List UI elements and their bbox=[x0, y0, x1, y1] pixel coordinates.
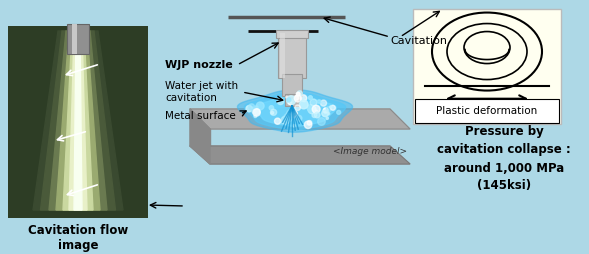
Text: Metal surface: Metal surface bbox=[165, 111, 236, 121]
Circle shape bbox=[307, 105, 315, 113]
Circle shape bbox=[323, 108, 328, 113]
Circle shape bbox=[312, 113, 317, 118]
Bar bbox=[67, 24, 89, 54]
Circle shape bbox=[281, 116, 289, 124]
Text: Water jet with
cavitation: Water jet with cavitation bbox=[165, 81, 238, 103]
Circle shape bbox=[323, 108, 328, 113]
Circle shape bbox=[330, 106, 332, 108]
Polygon shape bbox=[74, 31, 82, 210]
Bar bbox=[8, 26, 148, 218]
Circle shape bbox=[315, 112, 320, 118]
Circle shape bbox=[300, 95, 307, 102]
Circle shape bbox=[292, 112, 297, 118]
Polygon shape bbox=[33, 31, 123, 210]
Circle shape bbox=[277, 98, 284, 105]
Circle shape bbox=[310, 99, 317, 106]
Polygon shape bbox=[237, 90, 353, 132]
Circle shape bbox=[254, 115, 257, 118]
Circle shape bbox=[289, 99, 293, 104]
Circle shape bbox=[297, 91, 302, 96]
Text: Cavitation flow
image: Cavitation flow image bbox=[28, 224, 128, 252]
Bar bbox=[72, 24, 77, 54]
Text: WJP nozzle: WJP nozzle bbox=[165, 60, 233, 70]
Circle shape bbox=[293, 124, 296, 127]
Circle shape bbox=[294, 95, 302, 102]
Circle shape bbox=[326, 107, 331, 112]
Circle shape bbox=[304, 100, 306, 102]
Circle shape bbox=[286, 96, 287, 98]
Circle shape bbox=[252, 107, 254, 109]
Circle shape bbox=[307, 121, 312, 125]
Polygon shape bbox=[41, 31, 115, 210]
Circle shape bbox=[274, 118, 280, 124]
Circle shape bbox=[296, 92, 300, 96]
Circle shape bbox=[326, 117, 329, 119]
Circle shape bbox=[316, 110, 317, 113]
Circle shape bbox=[307, 105, 313, 111]
Circle shape bbox=[305, 121, 312, 129]
Text: <Image model>: <Image model> bbox=[333, 148, 407, 156]
Circle shape bbox=[296, 115, 302, 121]
Circle shape bbox=[270, 109, 277, 115]
Circle shape bbox=[287, 98, 291, 102]
Circle shape bbox=[322, 110, 329, 117]
Circle shape bbox=[289, 102, 292, 104]
Circle shape bbox=[312, 105, 320, 113]
Circle shape bbox=[256, 106, 258, 108]
Circle shape bbox=[294, 96, 299, 100]
Polygon shape bbox=[190, 109, 210, 164]
Bar bbox=[278, 33, 306, 78]
Polygon shape bbox=[69, 31, 87, 210]
Circle shape bbox=[294, 105, 300, 110]
Circle shape bbox=[320, 100, 326, 106]
Circle shape bbox=[309, 96, 312, 100]
Text: Plastic deformation: Plastic deformation bbox=[436, 106, 538, 116]
Polygon shape bbox=[190, 109, 210, 146]
Bar bbox=[415, 99, 559, 123]
Bar bbox=[280, 33, 285, 78]
Polygon shape bbox=[49, 31, 107, 210]
Circle shape bbox=[337, 110, 340, 114]
Circle shape bbox=[246, 105, 252, 112]
Circle shape bbox=[271, 112, 274, 114]
Bar bbox=[282, 74, 302, 96]
Circle shape bbox=[327, 113, 330, 115]
Circle shape bbox=[287, 96, 296, 105]
Circle shape bbox=[286, 113, 288, 115]
Bar bbox=[413, 9, 561, 124]
Polygon shape bbox=[190, 109, 410, 129]
Circle shape bbox=[317, 118, 325, 125]
Polygon shape bbox=[56, 31, 100, 210]
Circle shape bbox=[287, 109, 294, 117]
Circle shape bbox=[317, 100, 321, 103]
Polygon shape bbox=[244, 92, 346, 130]
Circle shape bbox=[256, 102, 264, 110]
Circle shape bbox=[284, 114, 292, 122]
Circle shape bbox=[252, 109, 256, 114]
Circle shape bbox=[254, 109, 260, 115]
Bar bbox=[276, 30, 308, 38]
Polygon shape bbox=[254, 96, 336, 126]
Text: Pressure by
cavitation collapse :
around 1,000 MPa
(145ksi): Pressure by cavitation collapse : around… bbox=[437, 125, 571, 193]
Circle shape bbox=[292, 111, 297, 117]
Circle shape bbox=[330, 105, 335, 110]
Circle shape bbox=[309, 106, 316, 114]
Circle shape bbox=[269, 106, 274, 110]
Polygon shape bbox=[190, 146, 410, 164]
Circle shape bbox=[253, 109, 260, 116]
Bar bbox=[285, 94, 299, 106]
Circle shape bbox=[249, 104, 254, 110]
Text: Cavitation: Cavitation bbox=[390, 36, 447, 46]
Circle shape bbox=[299, 100, 308, 109]
Polygon shape bbox=[63, 31, 93, 210]
